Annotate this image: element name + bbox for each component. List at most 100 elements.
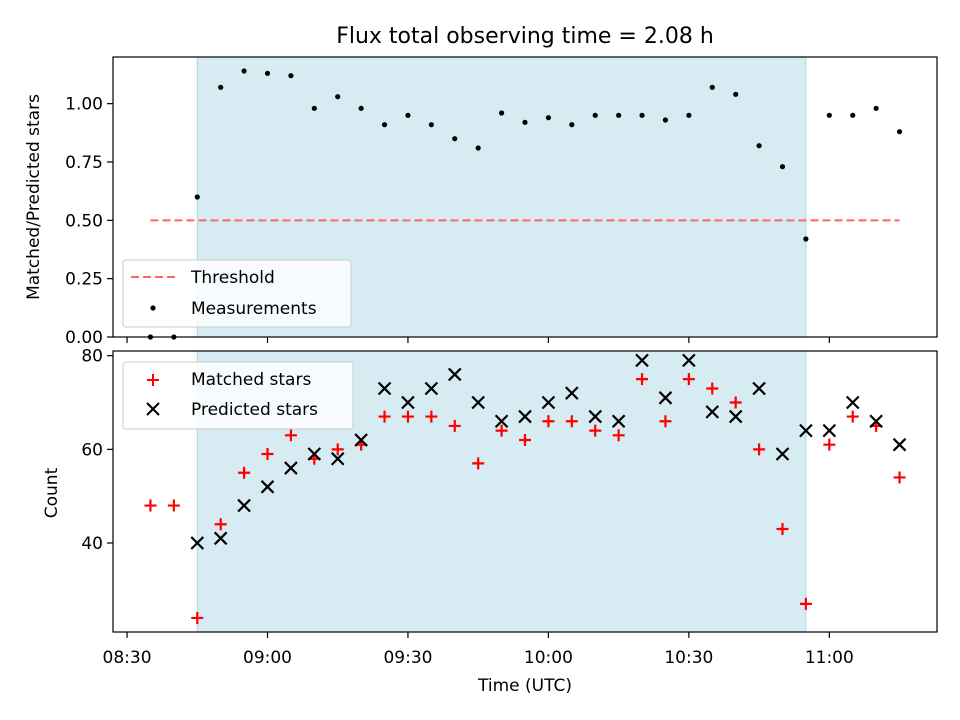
predicted-star-marker (822, 423, 837, 438)
matched-star-marker (706, 382, 719, 395)
matched-star-marker (214, 518, 227, 531)
matched-star-marker (519, 433, 531, 446)
measurement-point (779, 164, 786, 170)
measurement-point (288, 73, 294, 79)
predicted-star-marker (635, 353, 649, 368)
matched-star-marker (284, 429, 297, 442)
y-tick-label: 80 (81, 347, 103, 367)
matched-star-marker (846, 410, 859, 423)
measurement-point (452, 136, 458, 142)
y-tick-label: 0.50 (65, 211, 103, 231)
measurement-point (639, 112, 645, 118)
matched-star-marker (238, 466, 251, 479)
predicted-star-marker (752, 381, 766, 396)
legend-matched-swatch (147, 374, 159, 386)
predicted-star-marker (424, 381, 439, 396)
measurement-point (896, 129, 903, 135)
count-panel: 40 60 80 08:30 09:00 09:30 10:00 10:30 11:00 Co… (42, 347, 938, 696)
predicted-star-marker (401, 395, 415, 410)
chart-title: Flux total observing time = 2.08 h (336, 24, 714, 49)
predicted-star-marker (775, 447, 790, 461)
legend-matched-label: Matched stars (191, 370, 311, 390)
matched-star-marker (167, 499, 180, 512)
legend-threshold-label: Threshold (190, 268, 275, 288)
x-tick-label: 10:00 (524, 648, 573, 668)
y-tick-label: 0.00 (65, 328, 103, 348)
matched-star-marker (753, 443, 766, 456)
predicted-star-marker (869, 414, 883, 429)
predicted-star-marker (682, 353, 696, 368)
matched-star-marker (401, 410, 414, 423)
matched-star-marker (144, 499, 157, 512)
measurement-point (428, 122, 434, 128)
predicted-star-marker (237, 498, 251, 513)
matched-star-marker (636, 373, 649, 386)
measurement-point (616, 112, 622, 118)
predicted-star-marker (611, 414, 626, 429)
matched-stars-series (144, 373, 906, 624)
predicted-star-marker (307, 447, 322, 461)
predicted-star-marker (260, 480, 275, 494)
measurement-point (311, 105, 317, 111)
ratio-legend: Threshold Measurements (122, 259, 352, 328)
measurement-point (709, 84, 715, 90)
matched-star-marker (495, 424, 508, 437)
measurement-point (218, 84, 224, 90)
legend-measurements-swatch (150, 305, 156, 311)
measurement-point (662, 117, 669, 123)
predicted-star-marker (845, 395, 860, 410)
legend-predicted-swatch (146, 402, 160, 416)
matched-star-marker (589, 424, 602, 437)
matched-star-marker (448, 419, 461, 432)
measurement-point (194, 194, 200, 200)
predicted-star-marker (565, 386, 579, 400)
predicted-star-marker (658, 391, 673, 405)
ratio-panel: 0.00 0.25 0.50 0.75 1.00 Matched/Predicted s… (24, 56, 938, 348)
measurement-point (545, 115, 552, 121)
measurement-point (405, 112, 411, 118)
measurement-point (381, 122, 388, 128)
measurement-point (733, 91, 739, 97)
count-legend-box (122, 361, 354, 430)
y-tick-label: 40 (81, 534, 103, 554)
predicted-star-marker (541, 395, 556, 410)
predicted-star-marker (213, 531, 228, 546)
ratio-x-axis (126, 337, 830, 343)
predicted-star-marker (728, 409, 743, 424)
predicted-star-marker (892, 437, 907, 452)
predicted-star-marker (588, 409, 603, 424)
measurement-point (475, 145, 481, 151)
measurement-point (686, 112, 692, 118)
matched-star-marker (893, 471, 906, 484)
x-tick-label: 09:30 (383, 648, 432, 668)
y-tick-label: 60 (81, 440, 103, 460)
x-tick-label: 11:00 (805, 648, 854, 668)
count-axes-frame (112, 350, 938, 633)
legend-predicted-label: Predicted stars (191, 400, 318, 420)
measurement-point (358, 105, 364, 111)
matched-star-marker (565, 415, 578, 428)
matched-star-marker (472, 457, 485, 470)
predicted-star-marker (799, 423, 813, 438)
x-tick-label: 10:30 (664, 648, 713, 668)
predicted-star-marker (494, 414, 509, 429)
measurement-point (335, 94, 341, 100)
matched-star-marker (331, 443, 344, 456)
measurement-point (873, 105, 879, 111)
matched-star-marker (659, 415, 672, 428)
ratio-axes-frame (112, 56, 938, 338)
measurement-point (826, 112, 832, 118)
matched-star-marker (425, 410, 438, 423)
measurement-point (592, 112, 598, 118)
predicted-star-marker (518, 409, 532, 424)
measurement-point (241, 68, 247, 74)
matched-star-marker (682, 373, 695, 386)
x-tick-label: 08:30 (103, 648, 152, 668)
predicted-star-marker (354, 433, 368, 447)
measurement-point (498, 110, 505, 116)
y-tick-label: 0.75 (65, 153, 103, 173)
measurement-point (522, 119, 528, 125)
ratio-legend-box (122, 259, 352, 328)
matched-star-marker (729, 396, 742, 409)
